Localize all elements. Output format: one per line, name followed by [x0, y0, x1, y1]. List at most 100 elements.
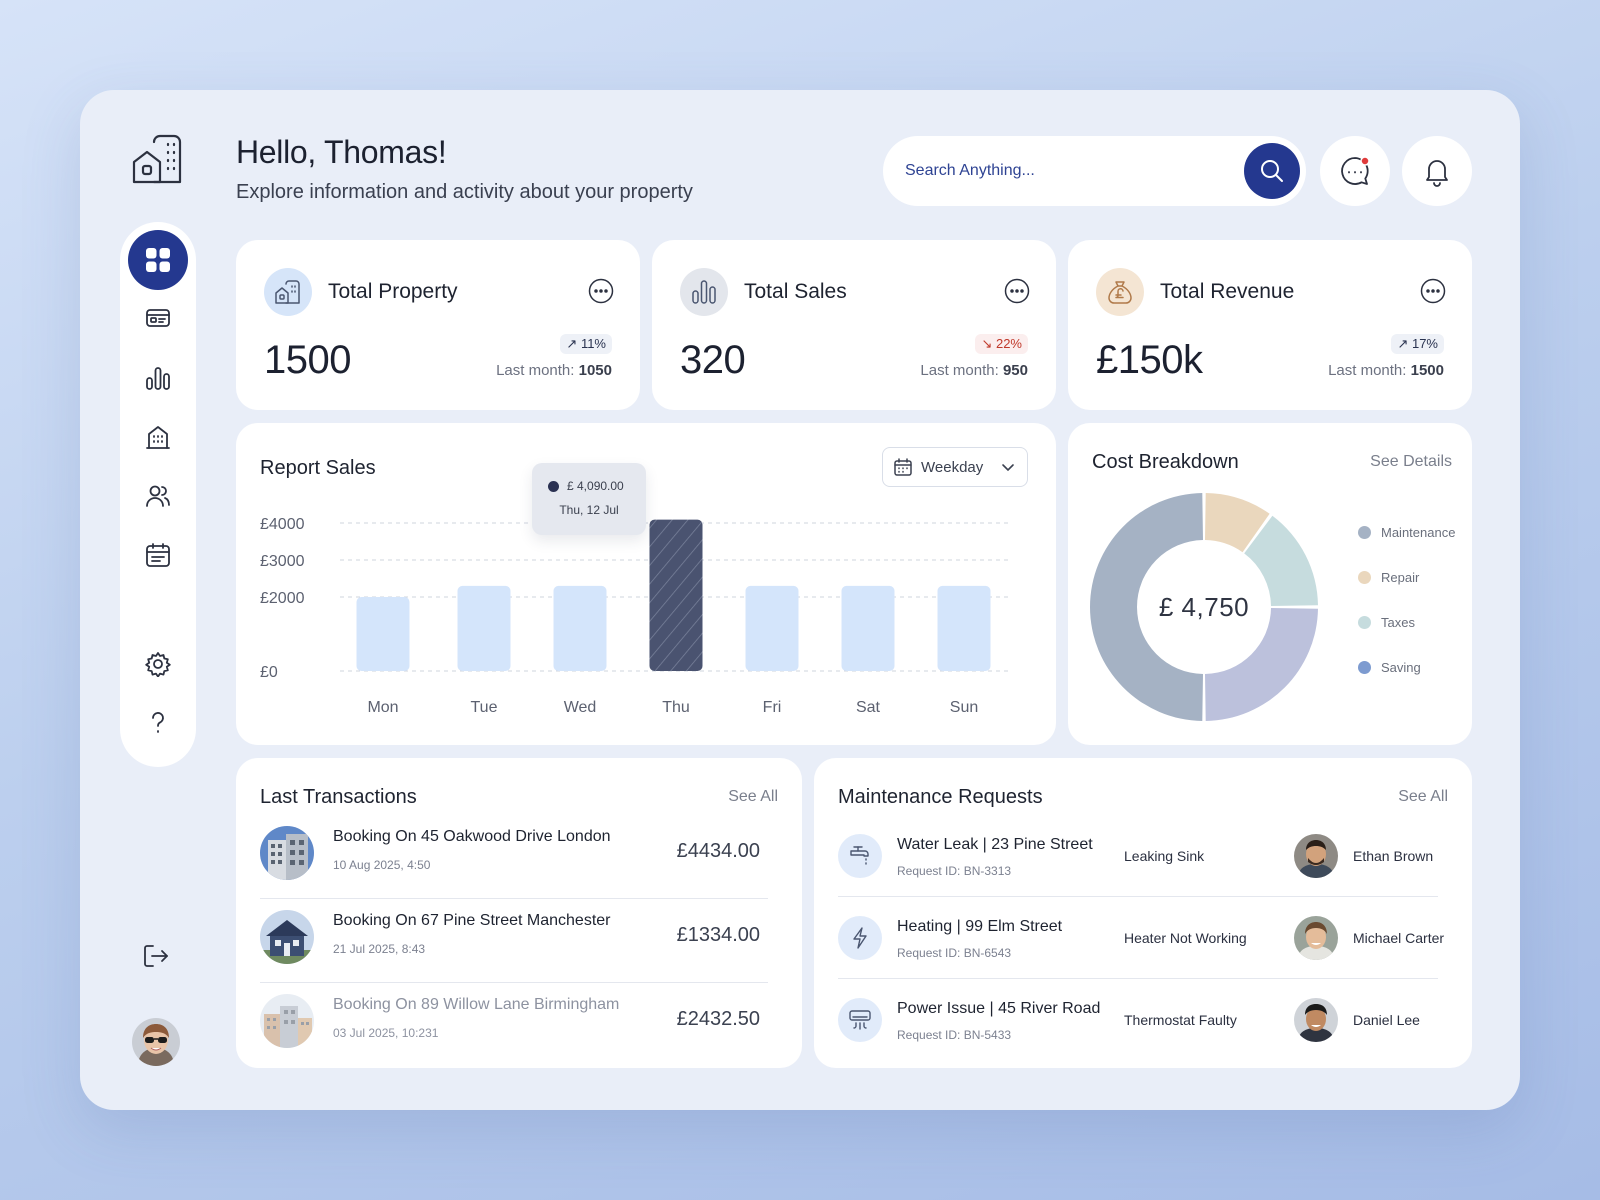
nav-settings[interactable]	[128, 634, 188, 694]
nav-calendar[interactable]	[128, 525, 188, 585]
greeting-subtitle: Explore information and activity about y…	[236, 181, 693, 203]
faucet-icon	[850, 846, 869, 865]
stat-card-total-sales: Total Sales 320 ↘ 22% Last month: 950	[652, 240, 1056, 410]
legend-maintenance: Maintenance	[1358, 525, 1455, 540]
bar[interactable]	[937, 585, 991, 671]
x-tick-label: Thu	[662, 699, 690, 716]
sales-bar-chart: £4000 £3000 £2000 £0 Mon Tue Wed Thu Fri Sat Sun	[260, 516, 1012, 716]
stat-more-button[interactable]	[588, 278, 614, 304]
help-icon	[152, 712, 164, 733]
bar-chart-icon	[146, 367, 170, 390]
cost-breakdown-card: Cost Breakdown See Details £ 4,750 Maint…	[1068, 423, 1472, 745]
search-button[interactable]	[1244, 143, 1300, 199]
trend-badge-value: 17%	[1411, 336, 1438, 351]
transactions-see-all[interactable]: See All	[728, 788, 778, 805]
property-icon	[275, 280, 300, 304]
maintenance-icon-wrap	[838, 998, 882, 1042]
notifications-button[interactable]	[1402, 136, 1472, 206]
donut-slice-maintenance[interactable]	[1090, 493, 1203, 721]
property-thumbnail	[260, 826, 314, 880]
chart-tooltip: £ 4,090.00 Thu, 12 Jul	[532, 463, 646, 535]
transaction-row[interactable]: Booking On 45 Oakwood Drive London 10 Au…	[260, 826, 768, 910]
nav-properties[interactable]	[128, 407, 188, 467]
transaction-amount: £2432.50	[676, 1008, 760, 1030]
bar-chart-icon	[692, 280, 716, 304]
bell-icon	[1426, 160, 1448, 187]
assignee-name: Daniel Lee	[1353, 1012, 1420, 1028]
donut-total: £ 4,750	[1158, 591, 1250, 622]
bar[interactable]	[841, 585, 895, 671]
property-thumbnail	[260, 910, 314, 964]
stat-title: Total Sales	[744, 280, 847, 303]
legend-dot	[1358, 571, 1371, 584]
property-thumbnail	[260, 994, 314, 1048]
maintenance-row[interactable]: Heating | 99 Elm Street Request ID: BN-6…	[838, 916, 1444, 1000]
see-details-link[interactable]: See Details	[1370, 453, 1452, 470]
y-tick-label: £4000	[260, 516, 305, 533]
y-tick-label: £2000	[260, 590, 305, 607]
tooltip-date: Thu, 12 Jul	[559, 503, 619, 517]
maintenance-icon-wrap	[838, 834, 882, 878]
bar[interactable]	[356, 597, 410, 671]
search-input[interactable]	[905, 162, 1225, 180]
maintenance-title-text: Water Leak | 23 Pine Street	[897, 836, 1093, 853]
transaction-amount: £1334.00	[676, 924, 760, 946]
legend-dot	[1358, 526, 1371, 539]
lightning-icon	[853, 927, 867, 949]
divider	[838, 978, 1438, 979]
divider	[260, 982, 768, 983]
maintenance-row[interactable]: Power Issue | 45 River Road Request ID: …	[838, 998, 1438, 1082]
bar[interactable]	[553, 585, 607, 671]
nav-listings[interactable]	[128, 288, 188, 348]
donut-slice-saving[interactable]	[1205, 608, 1318, 721]
last-month-label: Last month:	[496, 362, 575, 379]
bar-highlight[interactable]	[649, 519, 703, 671]
transaction-row[interactable]: Booking On 89 Willow Lane Birmingham 03 …	[260, 994, 768, 1078]
maintenance-card: Maintenance Requests See All Water Leak …	[814, 758, 1472, 1068]
stat-more-button[interactable]	[1004, 278, 1030, 304]
report-sales-title: Report Sales	[260, 457, 376, 479]
user-avatar[interactable]	[132, 1018, 180, 1066]
money-bag-icon	[1108, 281, 1132, 304]
stat-more-button[interactable]	[1420, 278, 1446, 304]
y-tick-label: £3000	[260, 553, 305, 570]
logout-button[interactable]	[138, 938, 174, 974]
transaction-title: Booking On 45 Oakwood Drive London	[333, 828, 611, 845]
app-logo	[130, 132, 186, 188]
building-icon	[146, 426, 170, 449]
transaction-title: Booking On 67 Pine Street Manchester	[333, 912, 611, 929]
last-month-value: 1050	[578, 362, 612, 379]
messages-button[interactable]	[1320, 136, 1390, 206]
maintenance-row[interactable]: Water Leak | 23 Pine Street Request ID: …	[838, 834, 1438, 918]
donut-slice-taxes[interactable]	[1244, 515, 1318, 606]
bar[interactable]	[745, 585, 799, 671]
sidebar	[120, 222, 196, 767]
nav-help[interactable]	[128, 693, 188, 753]
x-tick-label: Mon	[367, 699, 398, 716]
divider	[838, 896, 1438, 897]
app-frame: Hello, Thomas! Explore information and a…	[80, 90, 1520, 1110]
tooltip-value: £ 4,090.00	[567, 479, 624, 493]
transaction-date: 10 Aug 2025, 4:50	[333, 858, 431, 872]
stat-icon-wrap	[680, 268, 728, 316]
weekday-dropdown[interactable]: Weekday	[882, 447, 1028, 487]
legend-saving: Saving	[1358, 660, 1421, 675]
calendar-icon	[894, 458, 912, 476]
search-bar	[883, 136, 1306, 206]
maintenance-see-all[interactable]: See All	[1398, 788, 1448, 805]
more-horizontal-icon	[1420, 278, 1446, 304]
transaction-row[interactable]: Booking On 67 Pine Street Manchester 21 …	[260, 910, 768, 994]
chat-icon	[1341, 156, 1370, 185]
maintenance-title: Maintenance Requests	[838, 786, 1043, 808]
more-horizontal-icon	[588, 278, 614, 304]
request-id: Request ID: BN-6543	[897, 946, 1012, 960]
nav-analytics[interactable]	[128, 348, 188, 408]
donut-slice-repair[interactable]	[1205, 493, 1270, 553]
transaction-date: 21 Jul 2025, 8:43	[333, 942, 426, 956]
dropdown-value: Weekday	[921, 458, 984, 476]
bar[interactable]	[457, 585, 511, 671]
nav-tenants[interactable]	[128, 466, 188, 526]
request-id: Request ID: BN-5433	[897, 1028, 1012, 1042]
transaction-amount: £4434.00	[676, 840, 760, 862]
nav-dashboard[interactable]	[128, 230, 188, 290]
